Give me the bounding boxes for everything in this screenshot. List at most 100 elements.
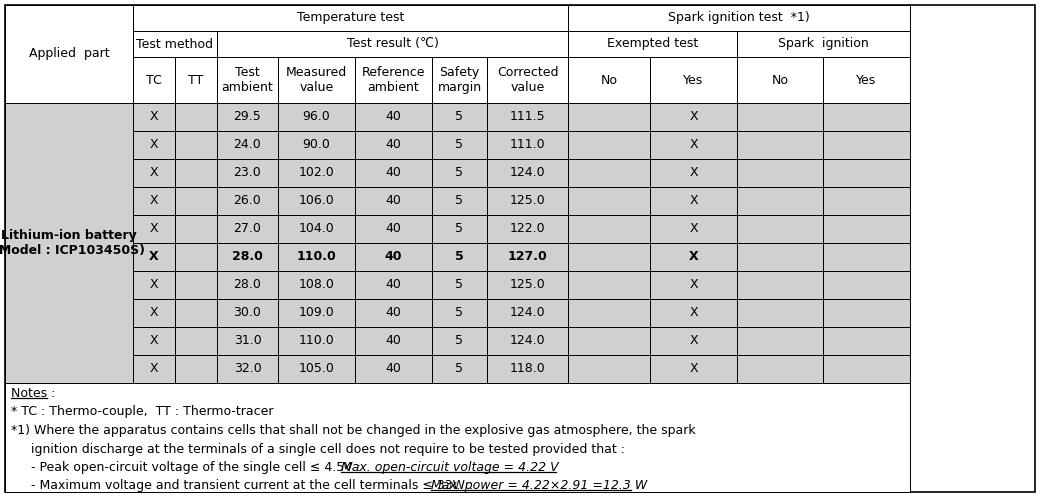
Text: X: X [149, 250, 159, 263]
Text: - Peak open-circuit voltage of the single cell ≤ 4.5V :: - Peak open-circuit voltage of the singl… [11, 461, 365, 474]
Text: 104.0: 104.0 [298, 223, 335, 236]
Bar [432, 327, 487, 355]
Text: 24.0: 24.0 [234, 139, 261, 152]
Text: ignition discharge at the terminals of a single cell does not require to be test: ignition discharge at the terminals of a… [11, 442, 625, 455]
Bar [133, 355, 175, 383]
Bar [568, 215, 650, 243]
Bar [175, 215, 217, 243]
Text: X: X [150, 110, 158, 123]
Bar [432, 131, 487, 159]
Text: X: X [150, 362, 158, 376]
Text: Test result (℃): Test result (℃) [346, 37, 439, 51]
Bar [650, 103, 737, 131]
Bar [650, 327, 737, 355]
Bar [568, 57, 650, 103]
Text: 110.0: 110.0 [298, 334, 335, 347]
Text: 111.0: 111.0 [510, 139, 545, 152]
Bar [217, 243, 278, 271]
Bar [175, 159, 217, 187]
Bar [5, 383, 910, 492]
Bar [217, 31, 568, 57]
Bar [175, 131, 217, 159]
Bar [217, 103, 278, 131]
Text: 40: 40 [386, 139, 401, 152]
Text: Safety
margin: Safety margin [438, 66, 482, 94]
Bar [650, 299, 737, 327]
Bar [278, 187, 355, 215]
Bar [487, 215, 568, 243]
Bar [133, 57, 175, 103]
Text: 27.0: 27.0 [234, 223, 261, 236]
Bar [217, 131, 278, 159]
Text: 5: 5 [456, 307, 464, 320]
Text: 5: 5 [456, 223, 464, 236]
Text: Max. power = 4.22×2.91 =12.3 W: Max. power = 4.22×2.91 =12.3 W [431, 480, 647, 493]
Bar [175, 243, 217, 271]
Bar [823, 187, 910, 215]
Bar [355, 131, 432, 159]
Text: 28.0: 28.0 [234, 278, 261, 292]
Text: X: X [150, 139, 158, 152]
Text: 105.0: 105.0 [298, 362, 335, 376]
Text: 5: 5 [456, 334, 464, 347]
Bar [355, 271, 432, 299]
Text: 90.0: 90.0 [303, 139, 331, 152]
Text: 40: 40 [386, 307, 401, 320]
Text: X: X [150, 166, 158, 179]
Text: 40: 40 [386, 110, 401, 123]
Text: Measured
value: Measured value [286, 66, 347, 94]
Bar [5, 103, 133, 383]
Text: 111.5: 111.5 [510, 110, 545, 123]
Bar [217, 187, 278, 215]
Bar [278, 243, 355, 271]
Text: X: X [690, 194, 698, 208]
Bar [823, 57, 910, 103]
Text: X: X [690, 278, 698, 292]
Bar [432, 355, 487, 383]
Text: X: X [690, 110, 698, 123]
Bar [487, 355, 568, 383]
Bar [650, 131, 737, 159]
Text: Reference
ambient: Reference ambient [362, 66, 425, 94]
Text: *1) Where the apparatus contains cells that shall not be changed in the explosiv: *1) Where the apparatus contains cells t… [11, 424, 696, 437]
Bar [278, 57, 355, 103]
Bar [568, 103, 650, 131]
Text: 23.0: 23.0 [234, 166, 261, 179]
Text: X: X [688, 250, 698, 263]
Bar [737, 215, 823, 243]
Bar [133, 271, 175, 299]
Text: No: No [772, 74, 788, 86]
Text: Spark  ignition: Spark ignition [778, 37, 868, 51]
Bar [650, 57, 737, 103]
Bar [737, 271, 823, 299]
Text: 125.0: 125.0 [510, 194, 545, 208]
Bar [432, 271, 487, 299]
Bar [133, 103, 175, 131]
Bar [217, 215, 278, 243]
Bar [278, 271, 355, 299]
Text: 102.0: 102.0 [298, 166, 335, 179]
Bar [823, 159, 910, 187]
Bar [823, 215, 910, 243]
Bar [650, 159, 737, 187]
Text: Test
ambient: Test ambient [222, 66, 274, 94]
Text: X: X [690, 334, 698, 347]
Bar [278, 215, 355, 243]
Bar [487, 57, 568, 103]
Bar [737, 31, 910, 57]
Bar [650, 215, 737, 243]
Bar [175, 103, 217, 131]
Bar [278, 131, 355, 159]
Text: 26.0: 26.0 [234, 194, 261, 208]
Bar [823, 103, 910, 131]
Text: * TC : Thermo-couple,  TT : Thermo-tracer: * TC : Thermo-couple, TT : Thermo-tracer [11, 406, 274, 418]
Text: 96.0: 96.0 [303, 110, 331, 123]
Text: No: No [600, 74, 618, 86]
Bar [487, 159, 568, 187]
Bar [650, 271, 737, 299]
Bar [737, 159, 823, 187]
Text: - Maximum voltage and transient current at the cell terminals ≤ 33W :: - Maximum voltage and transient current … [11, 480, 477, 493]
Text: 127.0: 127.0 [508, 250, 547, 263]
Text: 32.0: 32.0 [234, 362, 261, 376]
Bar [487, 299, 568, 327]
